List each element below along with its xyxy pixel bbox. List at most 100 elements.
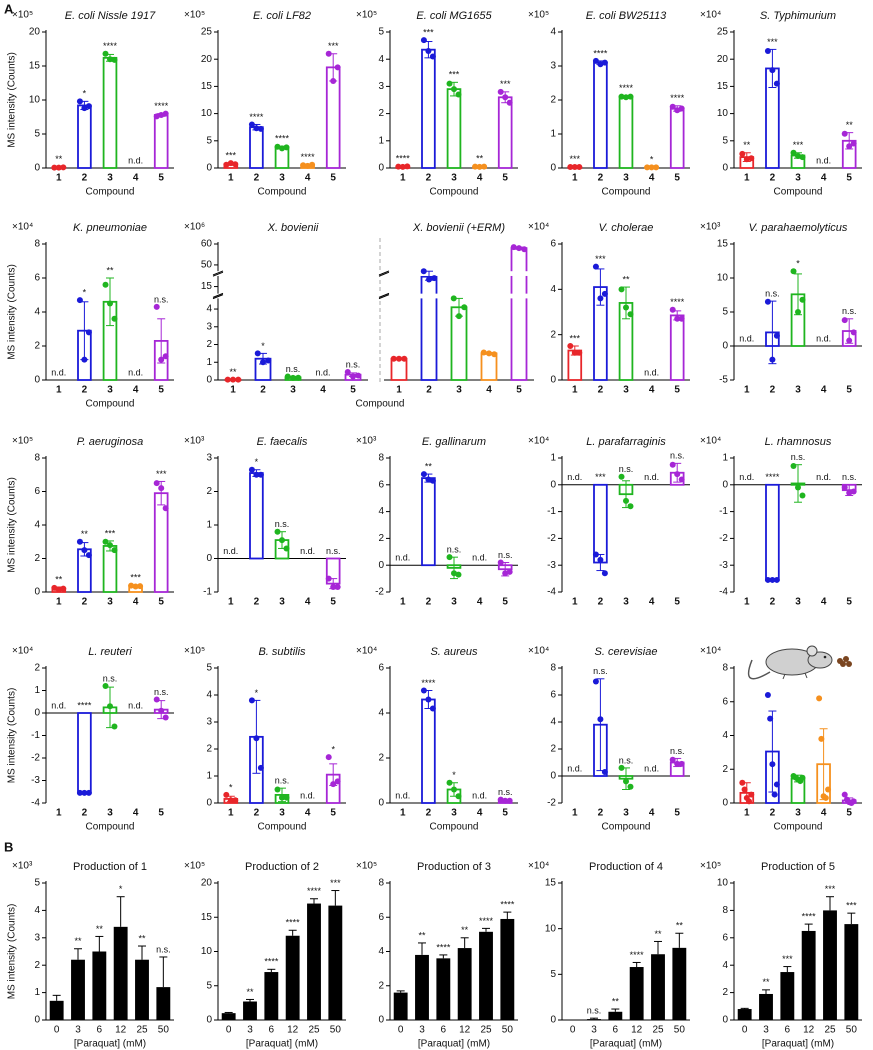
y-tick-label: 4 [206, 304, 212, 315]
y-tick-label: 5 [206, 663, 212, 674]
data-point [627, 503, 634, 510]
data-point [506, 99, 513, 106]
x-tick-label: 3 [290, 385, 296, 396]
data-point [153, 480, 160, 487]
significance-label: n.s. [103, 673, 118, 683]
y-tick-label: 8 [34, 453, 40, 464]
y-tick-label: 2 [550, 744, 556, 755]
y-tick-label: 10 [717, 108, 729, 119]
data-point [283, 144, 290, 151]
y-tick-label: 0 [722, 798, 728, 809]
y-tick-label: 3 [378, 81, 384, 92]
x-tick-label: 2 [598, 385, 604, 396]
significance-label: * [83, 89, 87, 99]
x-axis-label: Compound [602, 187, 651, 198]
data-point [81, 789, 88, 796]
data-point [850, 798, 857, 805]
x-tick-label: 5 [516, 385, 522, 396]
data-point [248, 121, 255, 128]
x-tick-label: 25 [136, 1025, 148, 1036]
x-tick-label: 5 [330, 808, 336, 819]
y-tick-label: 1 [550, 453, 556, 464]
data-point [390, 355, 397, 362]
x-tick-label: 50 [502, 1025, 514, 1036]
data-point [279, 537, 285, 544]
axis-break-mark [212, 292, 224, 298]
y-tick-label: 6 [722, 696, 728, 707]
x-axis-label: Compound [430, 822, 479, 833]
x-tick-label: 1 [572, 173, 578, 184]
data-point [153, 303, 160, 310]
x-tick-label: 3 [623, 808, 629, 819]
data-point [592, 678, 599, 685]
axis-break-mark [212, 270, 224, 276]
bar [737, 1009, 752, 1020]
data-point [107, 542, 113, 549]
x-axis-label: Compound [602, 822, 651, 833]
y-tick-label: 0 [378, 163, 384, 174]
significance-label: ** [55, 154, 63, 164]
data-point [678, 105, 685, 112]
bar [221, 1013, 236, 1020]
axis-break [212, 293, 370, 299]
significance-label: **** [421, 678, 436, 688]
chart-title: E. faecalis [257, 436, 308, 448]
y-tick-label: -2 [547, 798, 556, 809]
bar [77, 712, 92, 794]
significance-label: ** [246, 987, 254, 997]
data-point [480, 349, 487, 356]
bar [249, 126, 264, 169]
data-point [290, 374, 296, 381]
data-point [771, 791, 778, 798]
x-tick-label: 3 [279, 597, 285, 608]
significance-label: ** [55, 574, 63, 584]
x-tick-label: 1 [228, 173, 234, 184]
significance-label: n.s. [447, 545, 462, 555]
y-tick-label: 8 [550, 663, 556, 674]
x-tick-label: 5 [674, 173, 680, 184]
significance-label: *** [330, 878, 341, 888]
chart-title: E. coli LF82 [253, 10, 311, 22]
x-tick-label: 1 [400, 173, 406, 184]
data-point [773, 576, 780, 583]
data-point [521, 246, 528, 253]
axis-break [378, 271, 536, 276]
y-tick-label: -1 [203, 587, 212, 598]
data-point [674, 760, 681, 767]
y-tick-label: 4 [722, 960, 728, 971]
significance-label: **** [630, 950, 645, 960]
data-point [102, 538, 109, 545]
data-point [446, 779, 453, 786]
x-tick-label: 1 [572, 808, 578, 819]
significance-label: *** [595, 472, 606, 482]
y-tick-label: 0 [206, 163, 212, 174]
data-point [678, 476, 685, 483]
data-point [627, 93, 634, 100]
significance-label: *** [423, 28, 434, 38]
x-axis-label: [Paraquat] (mM) [418, 1039, 490, 1050]
significance-label: *** [449, 70, 460, 80]
data-point [325, 50, 332, 57]
x-tick-label: 4 [821, 385, 827, 396]
significance-label: *** [226, 150, 237, 160]
data-point [107, 703, 113, 710]
significance-label: **** [275, 134, 290, 144]
x-tick-label: 12 [287, 1025, 299, 1036]
data-point [395, 163, 402, 170]
significance-label: n.s. [593, 666, 608, 676]
data-point [132, 583, 139, 590]
significance-label: n.s. [670, 746, 685, 756]
axis-break-mark [378, 292, 390, 298]
data-point [451, 86, 457, 93]
y-tick-label: 50 [201, 260, 213, 271]
data-point [274, 786, 281, 793]
y-tick-label: 2 [378, 108, 384, 119]
significance-label: n.d. [644, 763, 659, 773]
x-tick-label: 2 [254, 173, 260, 184]
data-point [107, 56, 113, 63]
axis-break-mark [212, 271, 224, 277]
y-tick-label: -3 [719, 560, 728, 571]
x-tick-label: 2 [426, 385, 432, 396]
data-point [253, 125, 260, 132]
bar [500, 918, 515, 1020]
